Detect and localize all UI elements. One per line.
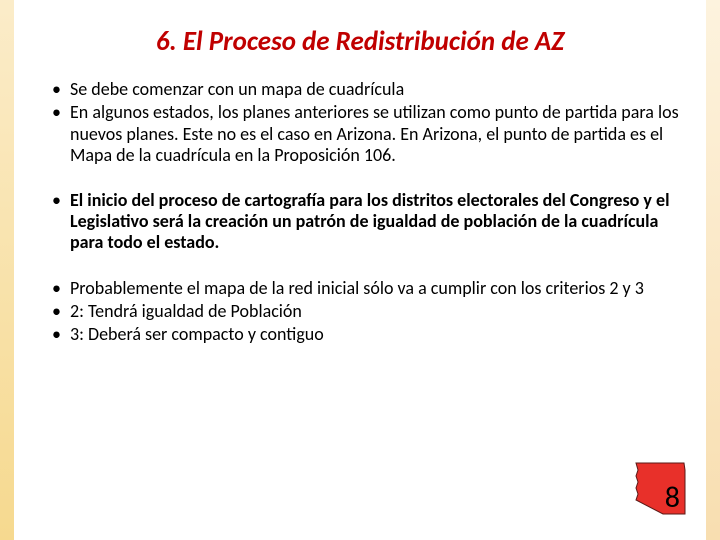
list-item: 2: Tendrá igualdad de Población bbox=[50, 301, 680, 322]
bullet-text: Se debe comenzar con un mapa de cuadrícu… bbox=[70, 78, 404, 100]
bullet-list: Se debe comenzar con un mapa de cuadrícu… bbox=[40, 79, 680, 166]
group-spacer bbox=[40, 256, 680, 278]
group-spacer bbox=[40, 168, 680, 190]
slide: 6. El Proceso de Redistribución de AZ Se… bbox=[0, 0, 720, 540]
list-item: El inicio del proceso de cartografía par… bbox=[50, 190, 680, 254]
list-item: Se debe comenzar con un mapa de cuadrícu… bbox=[50, 79, 680, 100]
list-item: 3: Deberá ser compacto y contiguo bbox=[50, 324, 680, 345]
bullet-text: Probablemente el mapa de la red inicial … bbox=[70, 277, 644, 299]
bullet-text: El inicio del proceso de cartografía par… bbox=[70, 189, 669, 253]
bg-gradient-left bbox=[0, 0, 14, 540]
list-item: Probablemente el mapa de la red inicial … bbox=[50, 278, 680, 299]
bullet-text: 3: Deberá ser compacto y contiguo bbox=[70, 323, 324, 345]
bg-gradient-right bbox=[706, 0, 720, 540]
bullet-list: Probablemente el mapa de la red inicial … bbox=[40, 278, 680, 346]
slide-title: 6. El Proceso de Redistribución de AZ bbox=[40, 26, 680, 57]
bullet-list: El inicio del proceso de cartografía par… bbox=[40, 190, 680, 254]
page-number: 8 bbox=[665, 479, 680, 516]
bullet-text: En algunos estados, los planes anteriore… bbox=[70, 101, 679, 165]
list-item: En algunos estados, los planes anteriore… bbox=[50, 102, 680, 166]
arizona-shape-icon bbox=[630, 460, 692, 524]
bullet-text: 2: Tendrá igualdad de Población bbox=[70, 300, 302, 322]
